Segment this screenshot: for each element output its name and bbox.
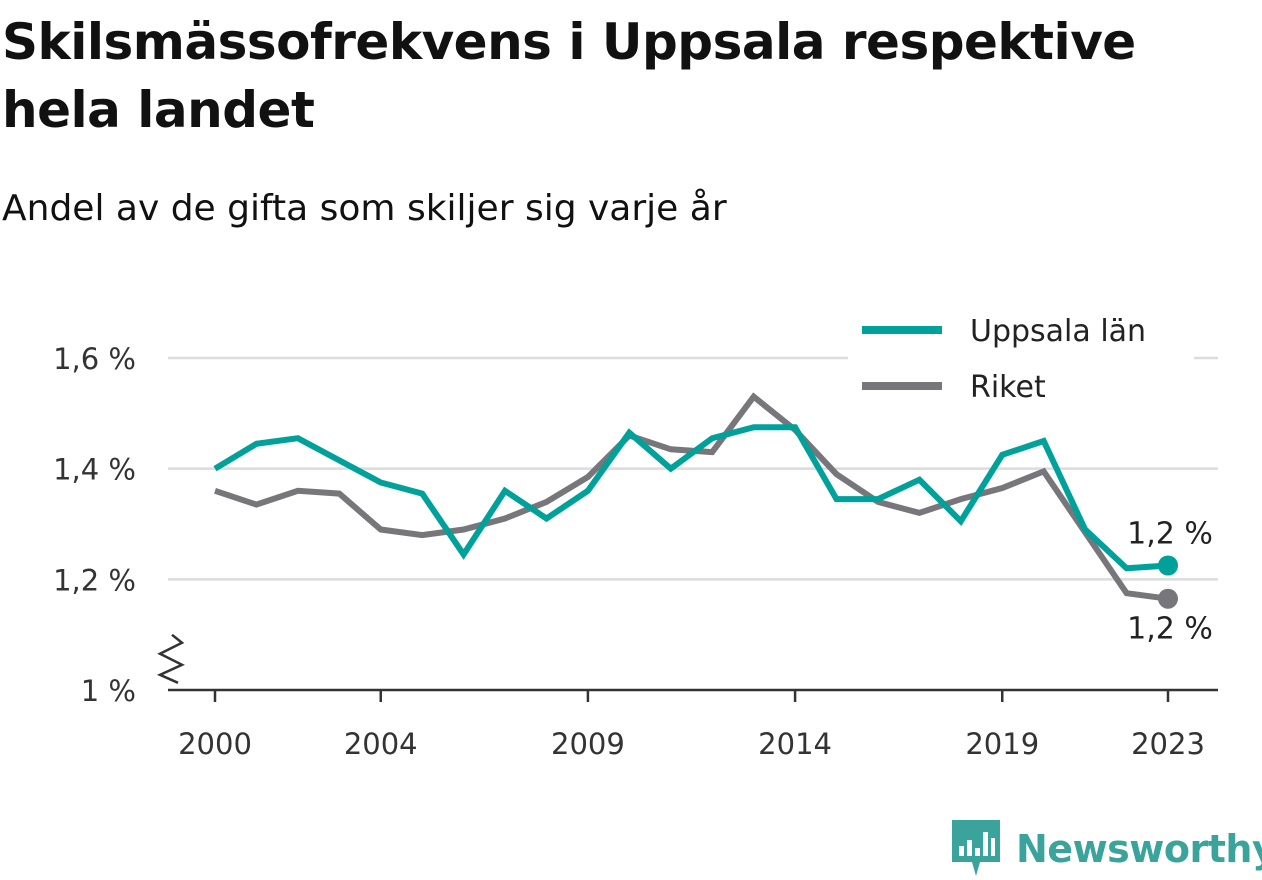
bar-chart-bubble-icon bbox=[952, 820, 1000, 876]
legend-label: Uppsala län bbox=[970, 314, 1146, 349]
y-axis-ticks: 1 % 1,2 % 1,4 % 1,6 % bbox=[53, 342, 136, 708]
chart-title: Skilsmässofrekvens i Uppsala respektive … bbox=[2, 13, 1136, 139]
x-tick-label: 2004 bbox=[344, 727, 418, 761]
series-end-point bbox=[1158, 588, 1178, 609]
chart-subtitle: Andel av de gifta som skiljer sig varje … bbox=[2, 188, 727, 229]
y-tick-label: 1 % bbox=[81, 674, 136, 708]
y-tick-label: 1,4 % bbox=[53, 453, 136, 487]
legend: Uppsala län Riket bbox=[848, 308, 1194, 418]
series-end-label: 1,2 % bbox=[1127, 612, 1213, 647]
brand-name: Newsworthy bbox=[1016, 827, 1262, 871]
legend-label: Riket bbox=[970, 370, 1046, 405]
series-end-point bbox=[1158, 555, 1178, 576]
x-tick-label: 2000 bbox=[178, 727, 252, 761]
series-line-1 bbox=[214, 392, 1169, 602]
series-line-0 bbox=[213, 424, 1169, 572]
x-tick-label: 2009 bbox=[551, 727, 625, 761]
series-lines bbox=[213, 392, 1169, 602]
end-labels: 1,2 % 1,2 % bbox=[1127, 517, 1213, 647]
y-tick-label: 1,2 % bbox=[53, 563, 136, 597]
axis-break-icon bbox=[156, 633, 185, 684]
x-tick-label: 2019 bbox=[965, 727, 1039, 761]
series-end-label: 1,2 % bbox=[1127, 517, 1213, 552]
x-tick-label: 2014 bbox=[758, 727, 832, 761]
y-tick-label: 1,6 % bbox=[53, 342, 136, 376]
x-axis: 2000 2004 2009 2014 2019 2023 bbox=[156, 633, 1218, 761]
newsworthy-brand: Newsworthy bbox=[950, 818, 1262, 880]
x-tick-label: 2023 bbox=[1131, 727, 1205, 761]
